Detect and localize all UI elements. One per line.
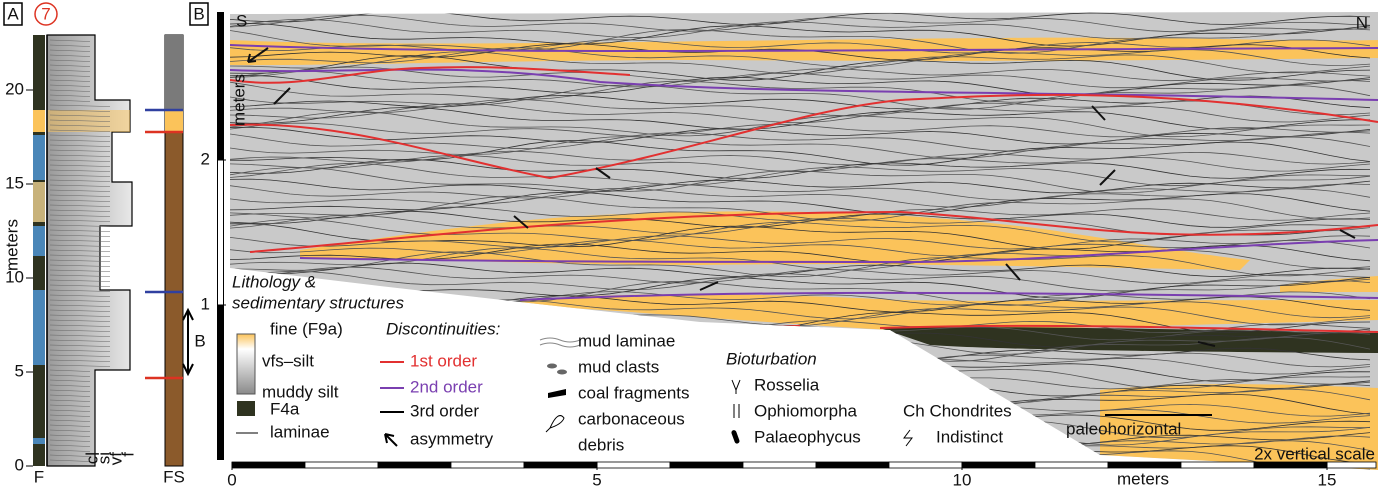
scale-segment	[816, 462, 889, 468]
scale-segment	[524, 462, 597, 468]
fs-label: FS	[163, 467, 185, 486]
tick-label: 1	[201, 294, 210, 313]
tick-label: 5	[592, 470, 601, 489]
scale-segment	[305, 462, 378, 468]
facies-label: F	[34, 467, 44, 486]
asymmetry-label: asymmetry	[410, 429, 494, 448]
bioturbation-label: Indistinct	[936, 427, 1003, 446]
first-order-surface	[680, 326, 800, 328]
discontinuity-label: 3rd order	[410, 401, 479, 420]
facies-band	[33, 290, 45, 365]
log-id: 7	[41, 4, 50, 23]
indistinct-swatch	[904, 430, 912, 446]
axis-title: meters	[1117, 469, 1169, 488]
mud-laminae-swatch	[540, 338, 580, 347]
f4a-swatch	[237, 401, 255, 416]
lithology-label: vfs–silt	[262, 351, 314, 370]
vertical-scale-segment	[218, 160, 223, 305]
bioturbation-label: Palaeophycus	[754, 427, 861, 446]
feature-label: carbonaceous	[578, 409, 685, 428]
feature-label: mud clasts	[578, 357, 659, 376]
lithology-label: fine (F9a)	[270, 319, 343, 338]
legend-title: sedimentary structures	[232, 293, 404, 312]
axis-title: meters	[2, 219, 21, 271]
bioturbation-title: Bioturbation	[726, 349, 817, 368]
bioturbation-label: Rosselia	[754, 375, 820, 394]
north-label: N	[1356, 13, 1368, 32]
grain-label: f	[118, 452, 137, 457]
scale-segment	[597, 462, 670, 468]
scale-note: 2x vertical scale	[1254, 444, 1375, 463]
facies-band	[33, 182, 45, 222]
asymmetry-swatch	[385, 434, 397, 446]
figure: A 7 meters B F FS B	[0, 0, 1378, 491]
scale-segment	[743, 462, 816, 468]
f4a-label: F4a	[270, 399, 300, 418]
scale-segment	[1327, 462, 1376, 468]
axis-title: meters	[229, 74, 248, 126]
scale-segment	[1181, 462, 1254, 468]
debris-swatch	[546, 416, 564, 432]
coal-swatch	[548, 389, 566, 398]
scale-segment	[1035, 462, 1108, 468]
scale-segment	[889, 462, 962, 468]
tick-label: 10	[5, 267, 24, 286]
scale-segment	[378, 462, 451, 468]
fs-band	[165, 35, 183, 110]
scale-segment	[1108, 462, 1181, 468]
scale-segment	[1254, 462, 1327, 468]
facies-band	[33, 135, 45, 180]
tick-label: 0	[227, 470, 236, 489]
log-column	[33, 35, 193, 466]
scale-segment	[451, 462, 524, 468]
rosselia-swatch	[732, 380, 740, 394]
facies-band	[33, 110, 45, 132]
facies-band	[33, 226, 45, 256]
scale-segment	[962, 462, 1035, 468]
bioturbation-label: Ch Chondrites	[903, 401, 1012, 420]
tick-label: 5	[15, 361, 24, 380]
tick-label: 0	[15, 455, 24, 474]
paleohorizontal: paleohorizontal	[1066, 419, 1181, 438]
panel-label: A	[7, 4, 19, 23]
legend-title: Lithology &	[232, 272, 316, 291]
tick-label: 20	[5, 79, 24, 98]
scale-segment	[232, 462, 305, 468]
feature-label: mud laminae	[578, 331, 675, 350]
discontinuity-label: 1st order	[410, 351, 477, 370]
laminae-label: laminae	[270, 422, 330, 441]
lithology-swatch	[237, 334, 255, 394]
fs-band	[165, 110, 183, 132]
tick-label: 10	[953, 470, 972, 489]
feature-label: debris	[578, 435, 624, 454]
section-marker: B	[194, 331, 205, 350]
ophiomorpha-swatch	[734, 404, 739, 418]
discontinuity-label: 2nd order	[410, 377, 483, 396]
bioturbation-label: Ophiomorpha	[754, 401, 858, 420]
mud-clast-swatch	[557, 370, 567, 375]
tick-label: 15	[5, 173, 24, 192]
discontinuities-title: Discontinuities:	[386, 319, 501, 338]
feature-label: coal fragments	[578, 383, 690, 402]
tick-label: 2	[201, 149, 210, 168]
scale-segment	[670, 462, 743, 468]
panel-label: B	[193, 4, 204, 23]
page: A 7 meters B F FS B	[0, 0, 1378, 491]
facies-band	[33, 438, 45, 444]
tick-label: 15	[1318, 470, 1337, 489]
mud-clast-swatch	[547, 364, 557, 369]
south-label: S	[236, 11, 247, 30]
palaeophycus-swatch	[731, 429, 740, 444]
